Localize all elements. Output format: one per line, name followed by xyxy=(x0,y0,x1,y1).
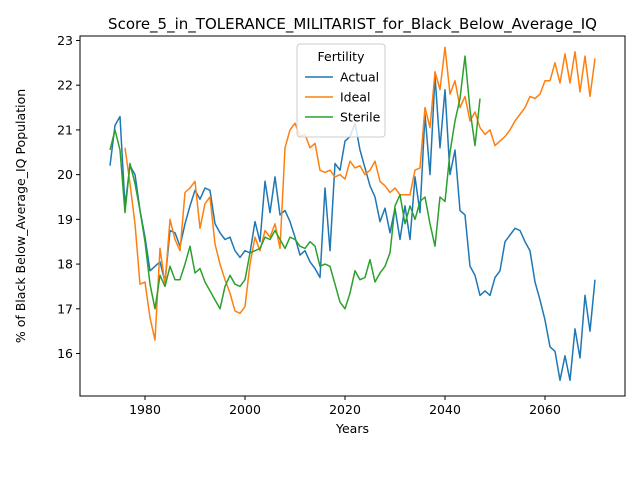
x-tick-label: 2040 xyxy=(429,402,461,417)
y-tick-label: 21 xyxy=(57,122,73,137)
y-tick-label: 20 xyxy=(57,167,73,182)
y-axis-title: % of Black Below_Average_IQ Population xyxy=(13,89,28,343)
x-axis-title: Years xyxy=(335,421,369,436)
x-tick-label: 2020 xyxy=(329,402,361,417)
y-tick-label: 17 xyxy=(57,301,73,316)
legend-label-ideal: Ideal xyxy=(340,90,370,105)
x-tick-label: 2060 xyxy=(529,402,561,417)
legend-title: Fertility xyxy=(318,49,366,64)
series-line-ideal xyxy=(124,46,596,341)
series-line-sterile xyxy=(109,55,481,310)
plot-frame xyxy=(79,35,626,397)
legend-box xyxy=(296,43,386,138)
legend: Fertility Actual Ideal Sterile xyxy=(296,43,386,138)
y-tick-label: 19 xyxy=(57,212,73,227)
chart-title: Score_5_in_TOLERANCE_MILITARIST_for_Blac… xyxy=(108,15,597,34)
x-tick-label: 2000 xyxy=(229,402,261,417)
legend-label-sterile: Sterile xyxy=(340,110,381,125)
y-axis: 16 17 18 19 20 21 22 23 xyxy=(57,33,80,361)
y-tick-label: 23 xyxy=(57,33,73,48)
x-tick-label: 1980 xyxy=(129,402,161,417)
legend-label-actual: Actual xyxy=(340,70,379,85)
y-tick-label: 22 xyxy=(57,78,73,93)
y-tick-label: 18 xyxy=(57,257,73,272)
y-tick-label: 16 xyxy=(57,346,73,361)
x-axis: 1980 2000 2020 2040 2060 xyxy=(129,396,561,417)
